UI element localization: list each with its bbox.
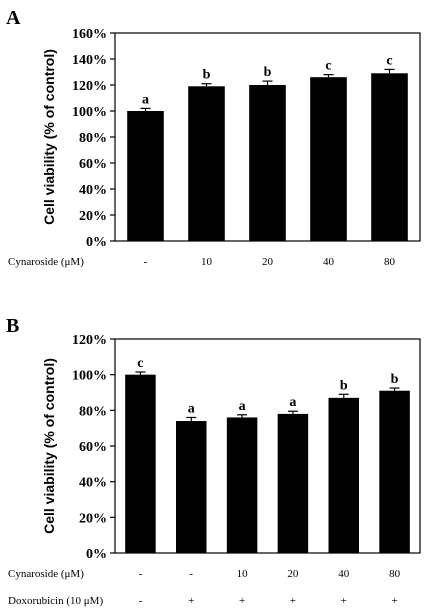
condition-value: +: [290, 595, 296, 607]
significance-label: c: [386, 53, 392, 68]
bar: [226, 417, 258, 553]
y-tick-label: 160%: [72, 27, 107, 42]
condition-value: 10: [201, 256, 213, 268]
condition-value: +: [391, 595, 397, 607]
condition-value: -: [139, 568, 143, 580]
condition-value: +: [188, 595, 194, 607]
significance-label: b: [264, 65, 272, 80]
condition-value: 20: [262, 256, 274, 268]
condition-value: 80: [389, 568, 401, 580]
condition-value: -: [189, 568, 193, 580]
condition-value: -: [144, 256, 148, 268]
y-tick-label: 120%: [72, 333, 107, 348]
y-tick-label: 60%: [79, 440, 107, 455]
condition-row-label: Doxorubicin (10 μM): [8, 595, 103, 607]
bar: [125, 374, 156, 553]
significance-label: b: [340, 378, 348, 393]
y-tick-label: 80%: [79, 404, 107, 419]
significance-label: c: [325, 59, 331, 74]
y-tick-label: 80%: [79, 131, 107, 146]
condition-value: +: [239, 595, 245, 607]
bar: [176, 421, 207, 553]
significance-label: c: [137, 356, 143, 371]
panel-a: A 0% 20% 40% 60% 80% 100% 120% 140% 160% Cell via…: [6, 7, 421, 268]
y-tick-label: 0%: [86, 235, 107, 250]
y-axis-label: Cell viability (% of control): [41, 358, 57, 534]
condition-value: 20: [287, 568, 299, 580]
significance-label: a: [188, 401, 195, 416]
plot-frame: [114, 338, 421, 554]
y-tick-label: 40%: [79, 476, 107, 491]
y-tick-label: 100%: [72, 369, 107, 384]
significance-label: a: [239, 399, 246, 414]
y-tick-label: 40%: [79, 183, 107, 198]
bar: [127, 111, 164, 241]
bar: [371, 73, 408, 241]
condition-row-label: Cynaroside (μM): [8, 256, 84, 268]
condition-value: 40: [338, 568, 350, 580]
condition-value: -: [139, 595, 143, 607]
y-tick-label: 20%: [79, 209, 107, 224]
panel-b: B 0% 20% 40% 60% 80% 100% 120% Cell viability (…: [6, 315, 421, 607]
y-tick-label: 120%: [72, 79, 107, 94]
significance-label: a: [289, 395, 296, 410]
bar: [310, 77, 347, 241]
bar: [249, 85, 286, 241]
y-tick-label: 100%: [72, 105, 107, 120]
bar: [379, 390, 410, 553]
condition-value: 10: [237, 568, 249, 580]
condition-value: +: [341, 595, 347, 607]
significance-label: b: [203, 68, 211, 83]
significance-label: a: [142, 92, 149, 107]
condition-value: 40: [323, 256, 335, 268]
panel-letter: B: [6, 315, 19, 337]
y-tick-label: 140%: [72, 53, 107, 68]
bar: [328, 397, 359, 553]
significance-label: b: [391, 372, 399, 387]
condition-row-label: Cynaroside (μM): [8, 568, 84, 580]
condition-value: 80: [384, 256, 396, 268]
panel-letter: A: [6, 7, 21, 29]
bar: [277, 413, 309, 553]
y-axis-label: Cell viability (% of control): [41, 49, 57, 225]
bar: [188, 86, 225, 241]
y-tick-label: 20%: [79, 511, 107, 526]
y-tick-label: 60%: [79, 157, 107, 172]
y-tick-label: 0%: [86, 547, 107, 562]
